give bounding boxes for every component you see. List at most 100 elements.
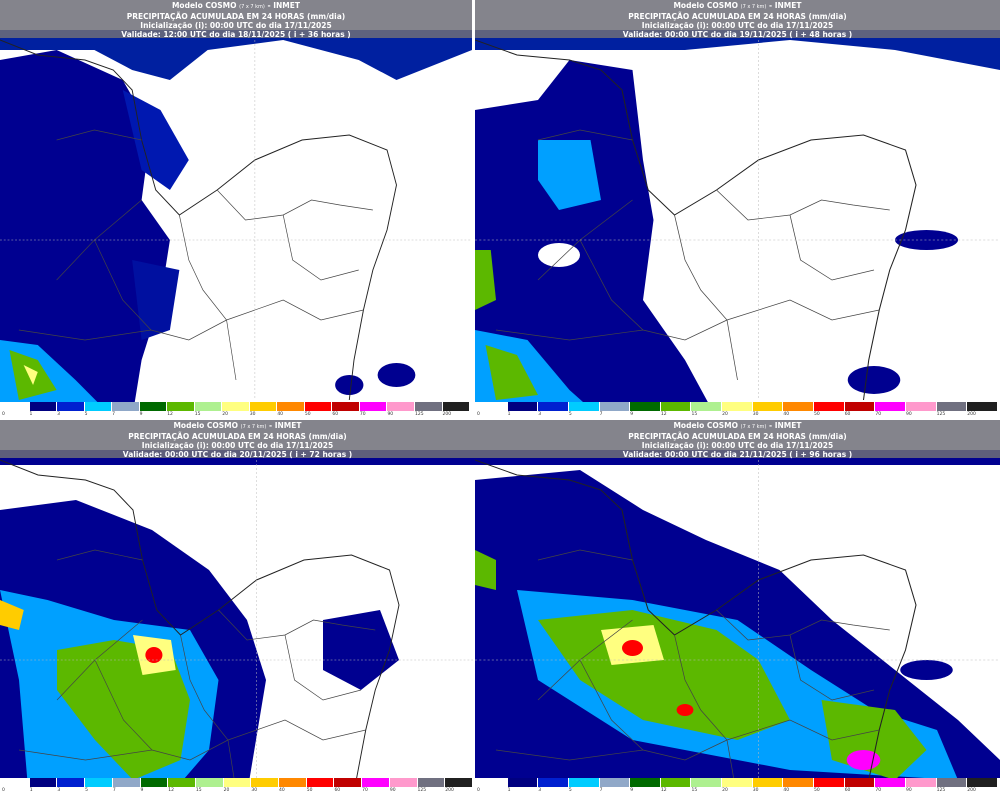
colorbar-swatch xyxy=(57,402,85,411)
colorbar-swatch xyxy=(538,402,569,411)
colorbar-label: 70 xyxy=(875,412,882,417)
colorbar-swatch xyxy=(568,778,600,787)
colorbar-swatch xyxy=(875,778,906,787)
colorbar-label: 7 xyxy=(112,412,115,417)
colorbar-label: 15 xyxy=(194,412,201,417)
model-name: Modelo COSMO xyxy=(673,421,738,430)
colorbar-swatch xyxy=(814,402,845,411)
organization: - INMET xyxy=(269,421,302,430)
colorbar-label: 5 xyxy=(568,788,572,793)
colorbar-label: 9 xyxy=(140,788,144,793)
map-header: Modelo COSMO (7 x 7 km) - INMET PRECIPIT… xyxy=(475,0,1000,39)
colorbar-swatch xyxy=(844,402,876,411)
colorbar-swatch xyxy=(783,402,815,411)
colorbar-swatch xyxy=(139,402,168,411)
colorbar-label: 30 xyxy=(249,412,256,417)
colorbar-swatch xyxy=(507,778,539,787)
colorbar-label: 200 xyxy=(967,412,976,417)
colorbar: 0 1 3 5 7 9 12 15 20 30 40 50 60 70 90 125 200 xyxy=(475,402,1000,418)
colorbar-swatch xyxy=(783,778,815,787)
colorbar-label: 12 xyxy=(168,788,174,793)
colorbar-label: 20 xyxy=(223,788,230,793)
colorbar-label: 15 xyxy=(195,788,202,793)
colorbar-label: 90 xyxy=(905,412,912,417)
init-time: Inicialização (i): 00:00 UTC do dia 17/1… xyxy=(141,441,334,450)
colorbar-label: 200 xyxy=(967,788,976,793)
map-title: PRECIPITAÇÃO ACUMULADA EM 24 HORAS (mm/d… xyxy=(128,432,347,441)
colorbar: 0 1 3 5 7 9 12 15 20 30 40 50 60 70 90 125 200 xyxy=(0,778,475,794)
map-header: Modelo COSMO (7 x 7 km) - INMET PRECIPIT… xyxy=(0,0,472,39)
colorbar-swatch xyxy=(277,402,305,411)
colorbar-label: 0 xyxy=(477,788,480,793)
colorbar-swatch xyxy=(630,778,661,787)
colorbar-label: 125 xyxy=(417,788,427,793)
colorbar-swatch xyxy=(29,402,58,411)
colorbar-swatch xyxy=(599,402,631,411)
colorbar-label: 3 xyxy=(57,412,60,417)
colorbar-swatch xyxy=(477,778,508,787)
colorbar-swatch xyxy=(660,778,692,787)
colorbar-swatch xyxy=(2,402,30,411)
map-title: PRECIPITAÇÃO ACUMULADA EM 24 HORAS (mm/d… xyxy=(628,432,847,441)
colorbar-label: 7 xyxy=(112,788,116,793)
colorbar-swatch xyxy=(905,778,937,787)
colorbar-label: 15 xyxy=(691,788,698,793)
precipitation-map xyxy=(475,450,1000,794)
colorbar-label: 5 xyxy=(84,412,88,417)
forecast-panel-72h: Modelo COSMO (7 x 7 km) - INMET PRECIPIT… xyxy=(0,420,475,794)
colorbar-swatch xyxy=(389,778,418,787)
colorbar-label: 15 xyxy=(691,412,698,417)
organization: - INMET xyxy=(769,421,802,430)
colorbar-swatch xyxy=(568,402,600,411)
colorbar-swatch xyxy=(936,402,968,411)
colorbar-swatch xyxy=(334,778,363,787)
colorbar-label: 3 xyxy=(57,788,61,793)
colorbar-label: 60 xyxy=(334,788,341,793)
colorbar-swatch xyxy=(306,778,335,787)
colorbar-label: 50 xyxy=(814,412,820,417)
colorbar-label: 50 xyxy=(304,412,311,417)
model-name: Modelo COSMO xyxy=(673,1,738,10)
colorbar-swatch xyxy=(195,778,224,787)
colorbar-label: 0 xyxy=(2,412,5,417)
colorbar-swatch xyxy=(222,402,250,411)
map-header: Modelo COSMO (7 x 7 km) - INMET PRECIPIT… xyxy=(0,420,475,459)
model-name: Modelo COSMO xyxy=(171,1,237,10)
colorbar-swatch xyxy=(140,778,169,787)
colorbar-label: 9 xyxy=(630,788,634,793)
colorbar-label: 1 xyxy=(29,412,33,417)
colorbar-swatch xyxy=(167,402,195,411)
colorbar-label: 7 xyxy=(599,788,603,793)
colorbar-label: 70 xyxy=(875,788,882,793)
colorbar-label: 0 xyxy=(2,788,5,793)
colorbar-label: 30 xyxy=(752,788,759,793)
colorbar-swatch xyxy=(112,778,141,787)
colorbar-label: 90 xyxy=(905,788,912,793)
colorbar-label: 1 xyxy=(507,788,511,793)
colorbar-label: 40 xyxy=(277,412,284,417)
colorbar-swatch xyxy=(905,402,937,411)
model-resolution: (7 x 7 km) xyxy=(740,424,767,430)
colorbar-label: 5 xyxy=(568,412,572,417)
colorbar-label: 90 xyxy=(387,412,394,417)
colorbar-swatch xyxy=(660,402,692,411)
colorbar-swatch xyxy=(967,402,998,411)
colorbar-swatch xyxy=(752,778,784,787)
colorbar: 0 1 3 5 7 9 12 15 20 30 40 50 60 70 90 125 200 xyxy=(475,778,1000,794)
colorbar-swatch xyxy=(84,402,113,411)
map-title: PRECIPITAÇÃO ACUMULADA EM 24 HORAS (mm/d… xyxy=(628,12,847,21)
colorbar-label: 60 xyxy=(332,412,339,417)
colorbar-label: 1 xyxy=(29,788,33,793)
valid-time: Validade: 00:00 UTC do dia 19/11/2025 ( … xyxy=(622,30,853,39)
precipitation-map xyxy=(475,30,1000,418)
colorbar-label: 20 xyxy=(222,412,228,417)
colorbar-label: 60 xyxy=(844,788,851,793)
colorbar-label: 200 xyxy=(445,788,454,793)
colorbar-label: 125 xyxy=(936,412,946,417)
colorbar-swatch xyxy=(304,402,333,411)
colorbar-label: 50 xyxy=(814,788,820,793)
colorbar-label: 70 xyxy=(359,412,366,417)
colorbar-label: 30 xyxy=(251,788,258,793)
colorbar-label: 40 xyxy=(279,788,285,793)
valid-time: Validade: 12:00 UTC do dia 18/11/2025 ( … xyxy=(121,30,351,39)
